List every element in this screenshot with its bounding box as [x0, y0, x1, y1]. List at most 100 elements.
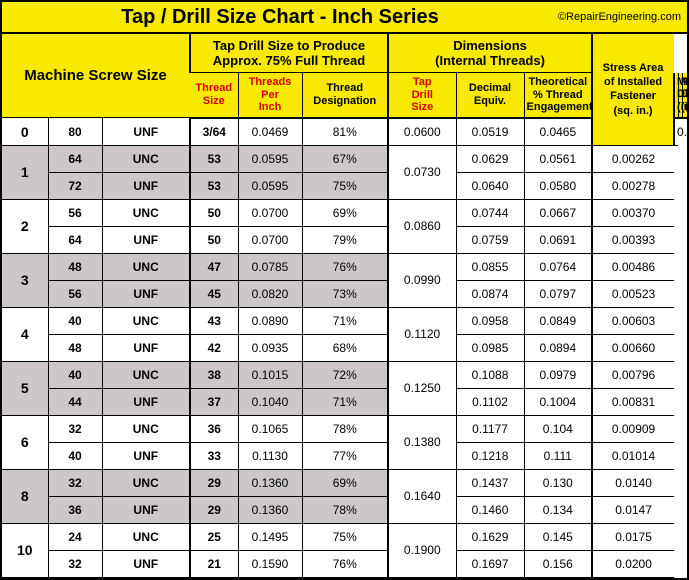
cell-decimal: 0.0820 — [238, 280, 302, 307]
cell-decimal: 0.0785 — [238, 253, 302, 280]
cell-major-dia: 0.1640 — [388, 469, 456, 523]
data-row: 632UNC360.106578%0.13800.11770.1040.0090… — [2, 415, 687, 442]
cell-decimal: 0.1360 — [238, 496, 302, 523]
cell-pitch-dia: 0.1629 — [456, 523, 524, 550]
cell-pitch-dia: 0.1177 — [456, 415, 524, 442]
cell-major-dia: 0.0730 — [388, 145, 456, 199]
cell-stress: 0.0147 — [592, 496, 674, 523]
data-row: 440UNC430.089071%0.11200.09580.08490.006… — [2, 307, 687, 334]
cell-major-dia: 0.1120 — [388, 307, 456, 361]
cell-decimal: 0.1360 — [238, 469, 302, 496]
cell-minor-dia: 0.0979 — [524, 361, 592, 388]
cell-engagement: 76% — [302, 253, 388, 280]
cell-tpi: 64 — [48, 226, 102, 253]
cell-major-dia: 0.0600 — [388, 118, 456, 146]
cell-engagement: 69% — [302, 469, 388, 496]
cell-minor-dia: 0.0691 — [524, 226, 592, 253]
cell-minor-dia: 0.156 — [524, 550, 592, 577]
cell-tpi: 32 — [48, 550, 102, 577]
cell-minor-dia: 0.0667 — [524, 199, 592, 226]
cell-tpi: 32 — [48, 469, 102, 496]
cell-decimal: 0.0595 — [238, 145, 302, 172]
cell-tpi: 56 — [48, 199, 102, 226]
cell-engagement: 75% — [302, 523, 388, 550]
data-table: Machine Screw SizeTap Drill Size to Prod… — [2, 34, 687, 578]
cell-decimal: 0.1130 — [238, 442, 302, 469]
cell-thread-size: 2 — [2, 199, 48, 253]
cell-minor-dia: 0.0849 — [524, 307, 592, 334]
cell-designation: UNC — [102, 307, 190, 334]
cell-stress: 0.00523 — [592, 280, 674, 307]
cell-stress: 0.00278 — [592, 172, 674, 199]
cell-decimal: 0.1015 — [238, 361, 302, 388]
data-row: 72UNF530.059575%0.06400.05800.00278 — [2, 172, 687, 199]
title-bar: Tap / Drill Size Chart - Inch Series ©Re… — [2, 2, 687, 34]
cell-minor-dia: 0.111 — [524, 442, 592, 469]
cell-designation: UNF — [102, 118, 190, 146]
col-engagement: Theoretical% ThreadEngagement — [524, 73, 592, 118]
col-decimal: DecimalEquiv. — [456, 73, 524, 118]
cell-stress: 0.01014 — [592, 442, 674, 469]
cell-minor-dia: 0.130 — [524, 469, 592, 496]
cell-designation: UNF — [102, 442, 190, 469]
cell-tpi: 48 — [48, 253, 102, 280]
cell-designation: UNC — [102, 469, 190, 496]
cell-minor-dia: 0.0580 — [524, 172, 592, 199]
cell-engagement: 71% — [302, 388, 388, 415]
cell-major-dia: 0.1380 — [388, 415, 456, 469]
cell-thread-size: 8 — [2, 469, 48, 523]
chart-title: Tap / Drill Size Chart - Inch Series — [2, 6, 558, 29]
cell-pitch-dia: 0.0759 — [456, 226, 524, 253]
data-row: 256UNC500.070069%0.08600.07440.06670.003… — [2, 199, 687, 226]
cell-tpi: 48 — [48, 334, 102, 361]
cell-tpi: 44 — [48, 388, 102, 415]
cell-designation: UNF — [102, 388, 190, 415]
cell-minor-dia: 0.104 — [524, 415, 592, 442]
cell-tpi: 80 — [48, 118, 102, 146]
cell-pitch-dia: 0.0874 — [456, 280, 524, 307]
cell-drill-size: 53 — [190, 145, 238, 172]
data-row: 48UNF420.093568%0.09850.08940.00660 — [2, 334, 687, 361]
cell-tpi: 32 — [48, 415, 102, 442]
cell-stress: 0.0140 — [592, 469, 674, 496]
cell-decimal: 0.0469 — [238, 118, 302, 146]
hdr-tap-drill: Tap Drill Size to ProduceApprox. 75% Ful… — [190, 34, 388, 73]
cell-engagement: 67% — [302, 145, 388, 172]
hdr-machine-screw: Machine Screw Size — [2, 34, 190, 118]
cell-designation: UNC — [102, 145, 190, 172]
cell-minor-dia: 0.1004 — [524, 388, 592, 415]
cell-major-dia: 0.0990 — [388, 253, 456, 307]
cell-thread-size: 1 — [2, 145, 48, 199]
cell-pitch-dia: 0.0855 — [456, 253, 524, 280]
cell-thread-size: 3 — [2, 253, 48, 307]
cell-drill-size: 38 — [190, 361, 238, 388]
cell-drill-size: 36 — [190, 415, 238, 442]
cell-minor-dia: 0.0797 — [524, 280, 592, 307]
cell-stress: 0.00262 — [592, 145, 674, 172]
cell-pitch-dia: 0.1460 — [456, 496, 524, 523]
cell-drill-size: 37 — [190, 388, 238, 415]
cell-major-dia: 0.1900 — [388, 523, 456, 577]
cell-stress: 0.00180 — [674, 118, 678, 146]
cell-thread-size: 0 — [2, 118, 48, 146]
cell-designation: UNC — [102, 361, 190, 388]
cell-tpi: 72 — [48, 172, 102, 199]
cell-drill-size: 25 — [190, 523, 238, 550]
cell-drill-size: 53 — [190, 172, 238, 199]
cell-drill-size: 45 — [190, 280, 238, 307]
cell-designation: UNC — [102, 199, 190, 226]
cell-pitch-dia: 0.0985 — [456, 334, 524, 361]
cell-engagement: 76% — [302, 550, 388, 577]
cell-tpi: 40 — [48, 307, 102, 334]
cell-tpi: 24 — [48, 523, 102, 550]
cell-drill-size: 43 — [190, 307, 238, 334]
data-row: 080UNF3/640.046981%0.06000.05190.04650.0… — [2, 118, 687, 146]
cell-pitch-dia: 0.0519 — [456, 118, 524, 146]
cell-tpi: 40 — [48, 361, 102, 388]
cell-engagement: 69% — [302, 199, 388, 226]
group-header-row: Machine Screw SizeTap Drill Size to Prod… — [2, 34, 687, 73]
cell-drill-size: 29 — [190, 469, 238, 496]
cell-designation: UNC — [102, 415, 190, 442]
cell-tpi: 64 — [48, 145, 102, 172]
cell-decimal: 0.0935 — [238, 334, 302, 361]
